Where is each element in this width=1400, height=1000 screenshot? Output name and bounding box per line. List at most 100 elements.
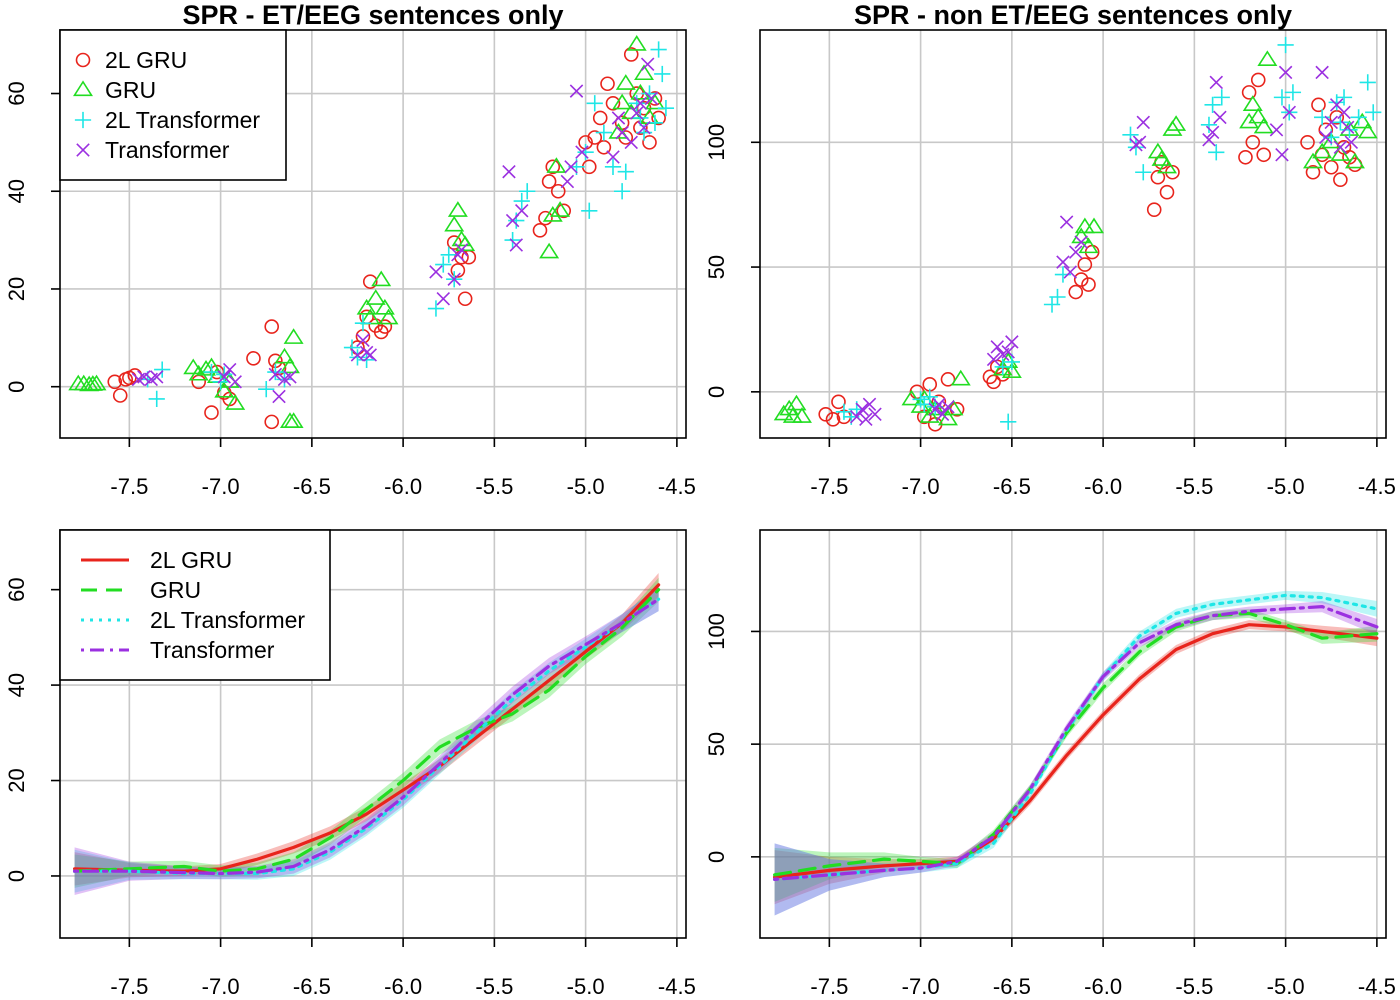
point	[1146, 202, 1162, 217]
point	[246, 351, 261, 366]
point	[435, 256, 452, 273]
point	[825, 411, 841, 427]
point	[1335, 89, 1353, 106]
point	[604, 158, 622, 175]
point	[1073, 272, 1089, 287]
point	[1284, 84, 1302, 101]
point	[600, 76, 615, 92]
x-tick-label: -7.5	[810, 474, 848, 499]
point	[1001, 362, 1022, 378]
point	[222, 362, 237, 377]
point	[1350, 109, 1367, 126]
legend-item-2l-transformer: 2L Transformer	[81, 607, 305, 633]
point	[258, 381, 275, 398]
legend-label: 2L GRU	[105, 47, 187, 73]
confidence-band-2l-transformer	[74, 587, 659, 893]
point	[183, 358, 204, 375]
point	[1275, 148, 1289, 162]
point	[279, 357, 300, 374]
plot-area	[68, 35, 675, 430]
point	[1253, 117, 1274, 134]
y-tick-label: 50	[704, 732, 729, 756]
x-tick-label: -7.0	[902, 974, 940, 999]
panel-top-right: -7.5 -7.0 -6.5 -6.0 -5.5 -5.0 -4.5 0 50 100 SPR - …	[704, 0, 1396, 499]
panel-title: SPR - ET/EEG sentences only	[182, 0, 563, 30]
point	[1245, 134, 1261, 150]
point	[1166, 115, 1187, 131]
plot-frame	[759, 529, 1387, 939]
x-tick-label: -5.5	[1175, 474, 1213, 499]
plot-frame	[759, 29, 1387, 439]
point	[1323, 159, 1339, 175]
point	[217, 370, 231, 384]
point	[1213, 89, 1230, 106]
point	[86, 374, 107, 391]
point	[225, 394, 246, 410]
point	[606, 150, 620, 164]
point	[545, 159, 561, 175]
x-tick-label: -4.5	[1358, 974, 1396, 999]
point	[624, 135, 638, 150]
x-tick-label: -6.5	[993, 474, 1031, 499]
point	[1083, 217, 1104, 234]
point	[154, 361, 171, 378]
legend: 2L GRU GRU 2L Transformer Transformer	[59, 529, 331, 681]
point	[508, 212, 525, 229]
point	[605, 95, 621, 111]
point	[859, 412, 873, 427]
series-line-2l-transformer	[773, 593, 1379, 881]
x-tick-label: -4.5	[658, 474, 696, 499]
series-transformer	[131, 57, 659, 404]
point	[137, 370, 151, 384]
point	[358, 351, 375, 368]
series-gru	[773, 50, 1378, 426]
point	[641, 85, 658, 102]
x-tick-label: -7.5	[110, 474, 148, 499]
x-tick-label: -6.5	[293, 974, 331, 999]
point	[901, 389, 922, 406]
x-tick-label: -6.0	[384, 974, 422, 999]
point	[1282, 105, 1297, 120]
point	[274, 347, 295, 364]
series-2l-gru	[107, 47, 666, 430]
point	[644, 91, 659, 106]
legend-item-2l-gru: 2L GRU	[75, 47, 187, 73]
y-tick-label: 20	[4, 768, 29, 792]
point	[1150, 169, 1166, 185]
point	[427, 300, 445, 317]
point	[1241, 85, 1257, 100]
y-tick-label: 100	[704, 124, 729, 161]
point	[1312, 142, 1333, 159]
point	[1132, 135, 1147, 150]
point	[378, 308, 399, 325]
y-tick-label: 50	[704, 255, 729, 279]
point	[1136, 115, 1151, 130]
point	[586, 95, 603, 112]
plot-area	[773, 590, 1379, 916]
point	[1300, 134, 1315, 150]
point	[1202, 133, 1216, 147]
x-tick-label: -6.0	[384, 474, 422, 499]
point	[268, 367, 283, 382]
point	[1001, 345, 1015, 359]
point	[921, 388, 938, 405]
legend-label: 2L GRU	[150, 547, 232, 573]
point	[1269, 123, 1284, 137]
point	[203, 363, 220, 381]
point	[637, 120, 651, 135]
point	[940, 372, 956, 387]
point	[564, 160, 578, 174]
point	[651, 110, 666, 126]
point	[990, 340, 1004, 354]
point	[575, 145, 589, 159]
point	[1208, 144, 1225, 161]
point	[786, 394, 807, 411]
point	[986, 352, 1001, 367]
point	[1127, 139, 1145, 156]
plot-frame	[59, 529, 687, 939]
point	[212, 373, 229, 390]
point	[1056, 255, 1070, 269]
y-tick-label: 20	[4, 277, 29, 301]
point	[577, 144, 594, 161]
point	[1303, 152, 1323, 169]
